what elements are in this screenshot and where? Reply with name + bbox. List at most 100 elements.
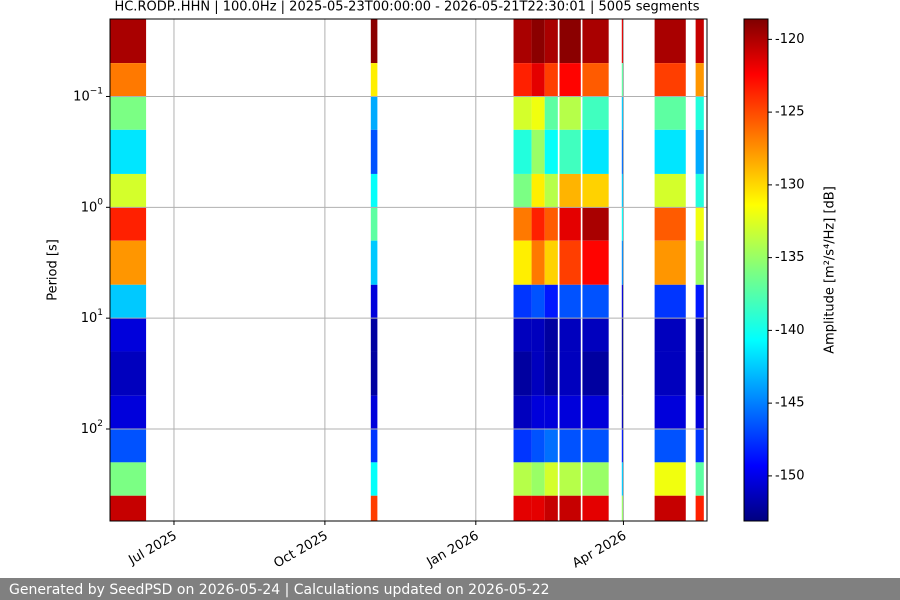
psd-cell — [695, 207, 704, 241]
psd-cell — [513, 19, 532, 64]
psd-cell — [582, 318, 609, 352]
psd-cell — [559, 318, 581, 352]
psd-cell — [654, 173, 686, 208]
psd-cell — [531, 96, 545, 130]
psd-cell — [654, 284, 686, 319]
psd-cell — [695, 63, 704, 97]
psd-cell — [654, 129, 686, 174]
psd-cell — [513, 395, 532, 430]
psd-cell — [582, 351, 609, 396]
psd-cell — [544, 96, 558, 130]
psd-cell — [513, 173, 532, 208]
psd-cell — [582, 207, 609, 241]
y-tick-base: 10 — [81, 200, 98, 215]
psd-cell — [695, 462, 704, 496]
colorbar-tick-label: -120 — [775, 32, 805, 47]
psd-cell — [559, 240, 581, 285]
colorbar — [743, 18, 769, 522]
psd-cell — [582, 395, 609, 430]
psd-cell — [544, 63, 558, 97]
psd-cell — [582, 63, 609, 97]
psd-cell — [370, 462, 378, 496]
psd-cell — [559, 207, 581, 241]
psd-cell — [110, 351, 147, 396]
y-tick-label: 10−1 — [73, 86, 103, 104]
psd-cell — [582, 462, 609, 496]
psd-cell — [544, 429, 558, 463]
psd-cell — [513, 429, 532, 463]
psd-cell — [559, 19, 581, 64]
psd-cell — [695, 495, 704, 521]
psd-cell — [695, 284, 704, 319]
psd-cell — [370, 284, 378, 319]
psd-cell — [544, 462, 558, 496]
psd-cell — [370, 395, 378, 430]
psd-cell — [582, 129, 609, 174]
psd-cell — [654, 63, 686, 97]
footer-bar — [0, 578, 900, 600]
psd-cell — [621, 284, 624, 319]
psd-cell — [531, 284, 545, 319]
psd-cell — [544, 495, 558, 521]
psd-cell — [110, 207, 147, 241]
psd-cell — [582, 96, 609, 130]
psd-cell — [544, 395, 558, 430]
psd-cell — [695, 351, 704, 396]
psd-cell — [513, 240, 532, 285]
psd-cell — [370, 207, 378, 241]
psd-cell — [559, 63, 581, 97]
psd-cell — [544, 351, 558, 396]
psd-cell — [531, 395, 545, 430]
psd-cell — [559, 495, 581, 521]
psd-cell — [582, 240, 609, 285]
psd-cell — [513, 129, 532, 174]
psd-cell — [513, 318, 532, 352]
psd-cell — [531, 207, 545, 241]
colorbar-label: Amplitude [m²/s⁴/Hz] [dB] — [823, 186, 838, 354]
psd-cell — [370, 351, 378, 396]
psd-cell — [370, 318, 378, 352]
psd-cell — [621, 19, 624, 64]
psd-cell — [621, 351, 624, 396]
psd-cell — [559, 429, 581, 463]
colorbar-tick-label: -135 — [775, 250, 805, 265]
psd-cell — [695, 318, 704, 352]
colorbar-tick-label: -125 — [775, 105, 805, 120]
y-tick-exponent: −1 — [90, 86, 103, 96]
psd-cell — [531, 351, 545, 396]
psd-cell — [110, 495, 147, 521]
psd-cell — [531, 462, 545, 496]
psd-cell — [544, 240, 558, 285]
psd-cell — [621, 395, 624, 430]
psd-cell — [110, 395, 147, 430]
psd-cell — [559, 96, 581, 130]
psd-cell — [370, 63, 378, 97]
psd-cell — [621, 240, 624, 285]
psd-cell — [110, 96, 147, 130]
psd-cell — [531, 173, 545, 208]
psd-cell — [370, 173, 378, 208]
y-tick-exponent: 1 — [97, 308, 103, 318]
psd-cell — [621, 63, 624, 97]
psd-cell — [582, 173, 609, 208]
psd-cell — [370, 19, 378, 64]
psd-cell — [513, 462, 532, 496]
psd-cell — [582, 495, 609, 521]
psd-cell — [654, 351, 686, 396]
psd-cell — [621, 207, 624, 241]
psd-cell — [110, 129, 147, 174]
psd-cell — [559, 395, 581, 430]
psd-cell — [370, 240, 378, 285]
psd-cell — [110, 284, 147, 319]
psd-cell — [621, 462, 624, 496]
psd-cell — [559, 462, 581, 496]
psd-cell — [559, 351, 581, 396]
psd-cell — [654, 240, 686, 285]
psd-cell — [559, 129, 581, 174]
psd-cell — [654, 318, 686, 352]
chart-title: HC.RODP..HHN | 100.0Hz | 2025-05-23T00:0… — [114, 0, 699, 15]
psd-cell — [621, 96, 624, 130]
psd-cell — [559, 284, 581, 319]
psd-cell — [654, 207, 686, 241]
